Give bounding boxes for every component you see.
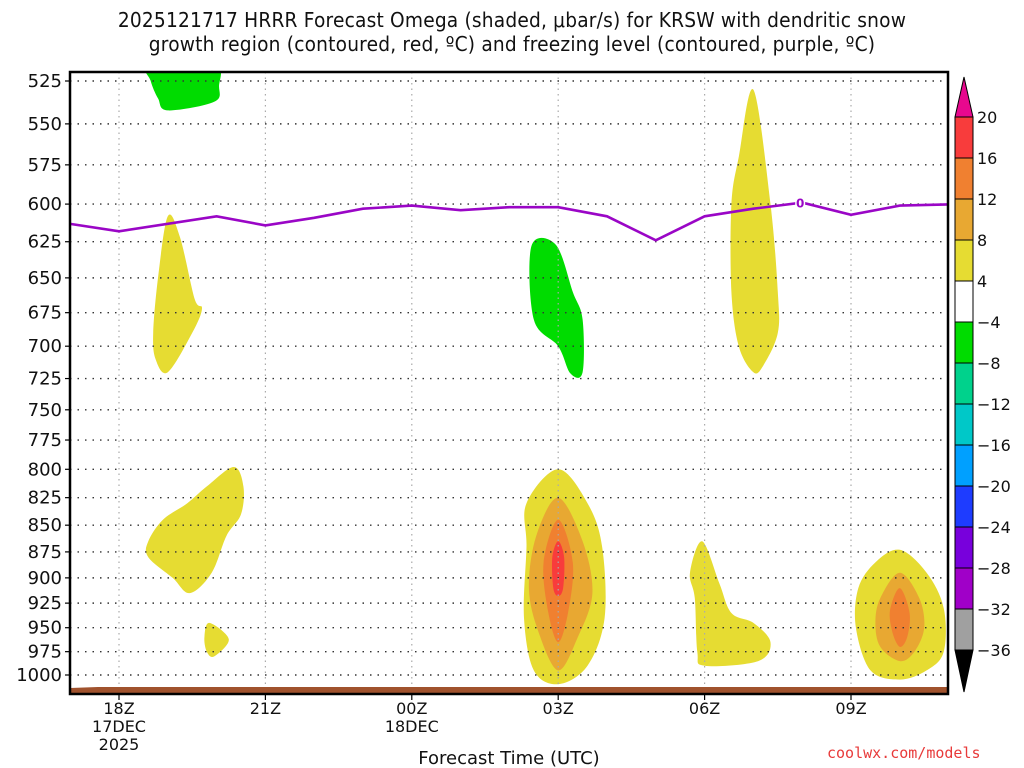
y-tick-label-575: 575 <box>28 155 62 176</box>
y-tick-label-750: 750 <box>28 400 62 421</box>
colorbar-label-8: 8 <box>977 231 987 250</box>
chart-title-line2: growth region (contoured, red, ºC) and f… <box>148 32 876 56</box>
colorbar-bin <box>954 239 974 282</box>
freezing-label-bg <box>795 195 806 210</box>
colorbar: 20 16 12 8 4 −4 −8 −12 −16 −20 −24 −28 −32 −36 <box>954 76 1011 693</box>
y-tick-label-775: 775 <box>28 430 62 451</box>
y-tick-label-625: 625 <box>28 232 62 253</box>
colorbar-label--32: −32 <box>977 600 1011 619</box>
x-tick-label-06Z: 06Z <box>689 699 720 718</box>
colorbar-bin <box>954 444 974 487</box>
colorbar-arrow-top <box>954 76 974 118</box>
x-tick-label-00Z: 00Z <box>396 699 427 718</box>
colorbar-label-12: 12 <box>977 190 997 209</box>
colorbar-bin <box>954 526 974 569</box>
x-tick-label-18Z: 18Z <box>103 699 134 718</box>
x-axis-label: Forecast Time (UTC) <box>418 748 599 768</box>
colorbar-label--20: −20 <box>977 477 1011 496</box>
colorbar-label--24: −24 <box>977 518 1011 537</box>
y-tick-label-900: 900 <box>28 568 62 589</box>
x-tick-label-21Z: 21Z <box>250 699 281 718</box>
y-tick-label-875: 875 <box>28 542 62 563</box>
y-tick-label-700: 700 <box>28 336 62 357</box>
y-tick-label-600: 600 <box>28 194 62 215</box>
omega-region-yellow-07z <box>730 88 780 374</box>
chart-title-line1: 2025121717 HRRR Forecast Omega (shaded, … <box>117 8 907 32</box>
colorbar-arrow-bottom <box>954 649 974 693</box>
y-tick-label-525: 525 <box>28 71 62 92</box>
omega-region-green-top-18z <box>145 72 222 111</box>
freezing-level-label: 0 <box>796 197 804 211</box>
colorbar-bin <box>954 198 974 241</box>
y-axis: 525 550 575 600 625 650 675 700 725 750 775 800 825 8… <box>16 71 70 686</box>
x-tick-date-00Z: 18DEC <box>385 717 439 736</box>
omega-region-yellow-19z-mid <box>153 214 203 374</box>
y-tick-label-675: 675 <box>28 303 62 324</box>
colorbar-label--16: −16 <box>977 436 1011 455</box>
colorbar-bin <box>954 485 974 528</box>
y-tick-label-925: 925 <box>28 593 62 614</box>
y-tick-label-650: 650 <box>28 268 62 289</box>
colorbar-bin <box>954 362 974 405</box>
omega-region-yellow-06z <box>689 541 771 667</box>
colorbar-label--8: −8 <box>977 354 1001 373</box>
colorbar-bin <box>954 321 974 364</box>
y-tick-label-850: 850 <box>28 515 62 536</box>
credit-link[interactable]: coolwx.com/models <box>827 744 981 762</box>
colorbar-label--36: −36 <box>977 641 1011 660</box>
x-tick-year-18Z: 2025 <box>99 735 140 754</box>
colorbar-bin <box>954 403 974 446</box>
y-tick-label-550: 550 <box>28 114 62 135</box>
freezing-level-line <box>70 201 948 242</box>
plot-frame <box>68 70 950 696</box>
colorbar-label--4: −4 <box>977 313 1001 332</box>
y-tick-label-825: 825 <box>28 488 62 509</box>
colorbar-label-20: 20 <box>977 108 997 127</box>
y-tick-label-725: 725 <box>28 369 62 390</box>
colorbar-bin <box>954 116 974 159</box>
colorbar-label--12: −12 <box>977 395 1011 414</box>
freezing-level-layer: 0 <box>70 195 948 242</box>
colorbar-label-16: 16 <box>977 149 997 168</box>
grid-lines <box>70 72 948 694</box>
y-tick-label-1000: 1000 <box>16 665 62 686</box>
y-tick-label-975: 975 <box>28 642 62 663</box>
y-tick-label-800: 800 <box>28 459 62 480</box>
colorbar-bin <box>954 608 974 651</box>
omega-region-green-04z <box>529 237 584 378</box>
omega-region-red-03z <box>551 541 565 597</box>
terrain-fill <box>70 687 948 694</box>
omega-shading-layer <box>145 72 946 685</box>
x-tick-label-03Z: 03Z <box>543 699 574 718</box>
omega-region-yellow-19z-low <box>145 467 244 594</box>
chart-title: 2025121717 HRRR Forecast Omega (shaded, … <box>36 8 988 56</box>
colorbar-bin <box>954 157 974 200</box>
colorbar-label-4: 4 <box>977 272 987 291</box>
y-tick-label-950: 950 <box>28 618 62 639</box>
x-tick-label-09Z: 09Z <box>835 699 866 718</box>
x-tick-date-18Z: 17DEC <box>92 717 146 736</box>
omega-region-orange-10z <box>889 588 910 647</box>
omega-region-yellow-20z-small <box>204 622 229 657</box>
colorbar-label--28: −28 <box>977 559 1011 578</box>
colorbar-bin <box>954 567 974 610</box>
colorbar-bin <box>954 280 974 323</box>
terrain-layer <box>70 687 948 694</box>
